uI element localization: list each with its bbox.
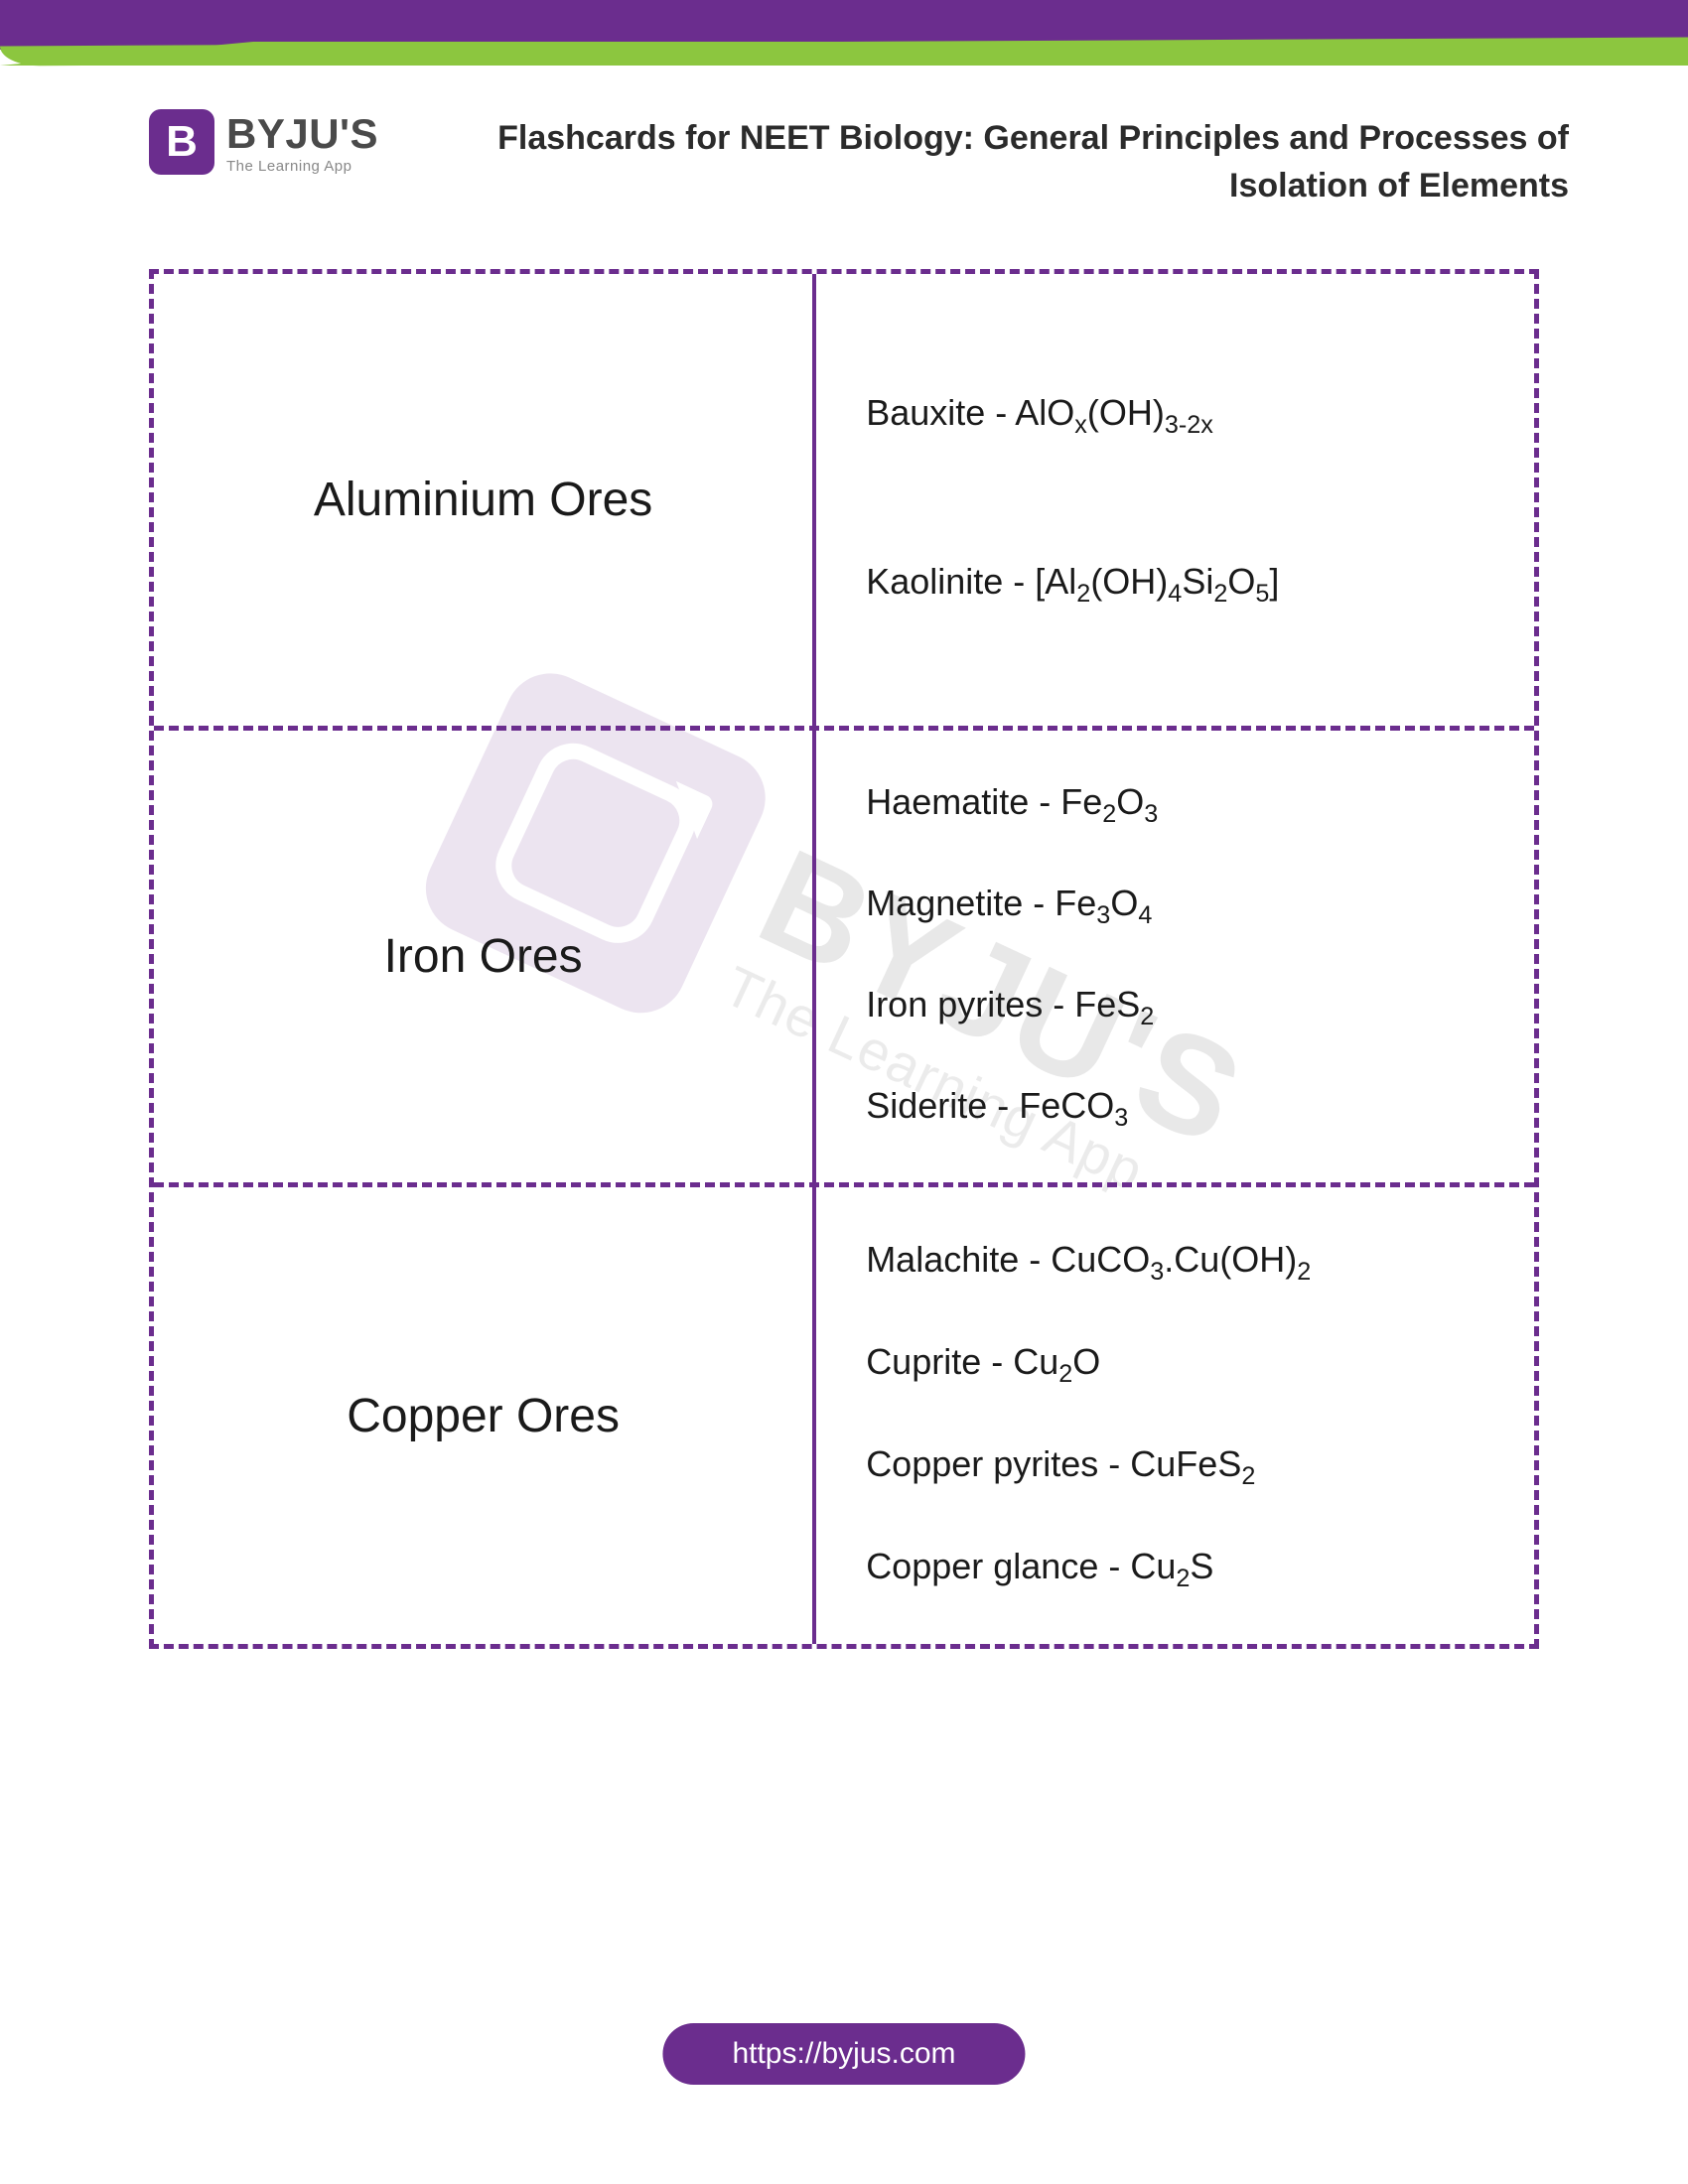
page-footer: https://byjus.com (662, 2023, 1025, 2085)
logo-badge-icon: B (149, 109, 214, 175)
flashcard-table: Aluminium Ores Bauxite - AlOx(OH)3-2x Kaol… (149, 269, 1539, 1649)
logo-brand-name: BYJU'S (226, 110, 378, 158)
flashcard-item: Copper glance - Cu2S (866, 1542, 1504, 1596)
flashcard-item: Bauxite - AlOx(OH)3-2x (866, 388, 1504, 443)
flashcard-item: Copper pyrites - CuFeS2 (866, 1439, 1504, 1494)
content-area: BYJU'S The Learning App Aluminium OresBa… (149, 269, 1539, 1649)
flashcard-item: Magnetite - Fe3O4 (866, 879, 1504, 933)
flashcard-title: Iron Ores (154, 731, 816, 1182)
flashcard-items: Malachite - CuCO3.Cu(OH)2 Cuprite - Cu2O C… (816, 1187, 1534, 1644)
logo-tagline: The Learning App (226, 158, 378, 175)
green-accent-stripe (0, 42, 1688, 66)
flashcard-item: Siderite - FeCO3 (866, 1081, 1504, 1136)
brand-logo: B BYJU'S The Learning App (149, 109, 378, 175)
logo-text: BYJU'S The Learning App (226, 110, 378, 175)
flashcard-row: Copper Ores Malachite - CuCO3.Cu(OH)2 Cupr… (154, 1187, 1534, 1644)
flashcard-item: Malachite - CuCO3.Cu(OH)2 (866, 1235, 1504, 1290)
flashcard-item: Iron pyrites - FeS2 (866, 980, 1504, 1034)
flashcard-item: Cuprite - Cu2O (866, 1337, 1504, 1392)
flashcard-row: Aluminium Ores Bauxite - AlOx(OH)3-2x Kaol… (154, 274, 1534, 731)
flashcard-title: Copper Ores (154, 1187, 816, 1644)
page-header: B BYJU'S The Learning App Flashcards for… (0, 50, 1688, 239)
flashcard-items: Haematite - Fe2O3 Magnetite - Fe3O4 Iron p… (816, 731, 1534, 1182)
footer-url-pill: https://byjus.com (662, 2023, 1025, 2085)
flashcard-item: Haematite - Fe2O3 (866, 777, 1504, 832)
page-title: Flashcards for NEET Biology: General Pri… (428, 109, 1569, 209)
flashcard-item: Kaolinite - [Al2(OH)4Si2O5] (866, 557, 1504, 612)
flashcard-title: Aluminium Ores (154, 274, 816, 726)
flashcard-items: Bauxite - AlOx(OH)3-2x Kaolinite - [Al2(O… (816, 274, 1534, 726)
flashcard-row: Iron Ores Haematite - Fe2O3 Magnetite - Fe… (154, 731, 1534, 1187)
logo-badge-letter: B (166, 117, 198, 167)
